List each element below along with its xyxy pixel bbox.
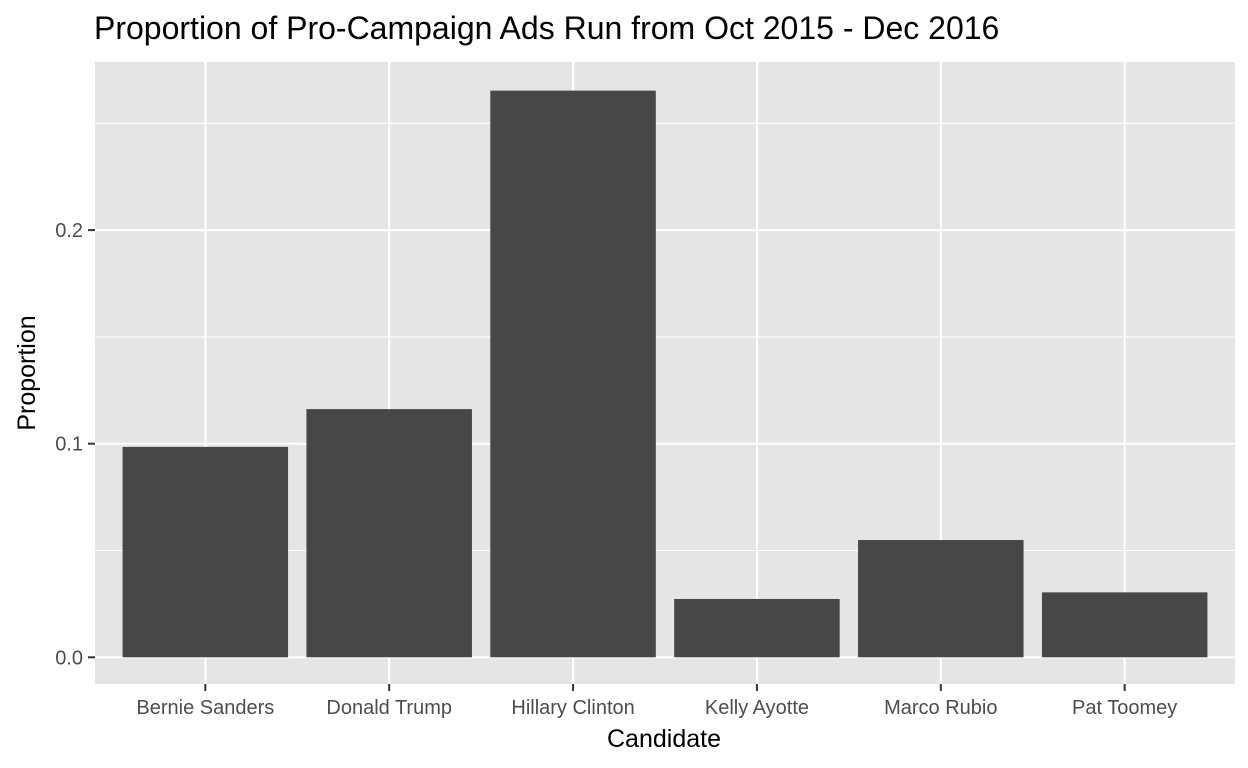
x-tick-label: Pat Toomey bbox=[1072, 697, 1177, 719]
bar bbox=[674, 598, 840, 658]
bar bbox=[858, 540, 1024, 658]
y-tick-label: 0.2 bbox=[55, 220, 83, 242]
bar bbox=[1041, 592, 1208, 658]
y-axis: 0.0 0.1 0.2 bbox=[55, 220, 95, 669]
bar bbox=[122, 446, 289, 658]
x-axis-title: Candidate bbox=[607, 725, 721, 753]
x-tick-label: Marco Rubio bbox=[884, 697, 997, 719]
x-tick-label: Bernie Sanders bbox=[136, 697, 274, 719]
x-tick-label: Kelly Ayotte bbox=[705, 697, 809, 719]
x-tick-label: Hillary Clinton bbox=[511, 697, 634, 719]
y-axis-title: Proportion bbox=[13, 315, 41, 430]
bar bbox=[306, 409, 472, 658]
x-axis: Bernie Sanders Donald Trump Hillary Clinto… bbox=[136, 684, 1177, 719]
x-tick-label: Donald Trump bbox=[326, 697, 452, 719]
y-tick-label: 0.1 bbox=[55, 434, 83, 456]
bars bbox=[122, 90, 1208, 658]
bar bbox=[490, 90, 656, 658]
y-tick-label: 0.0 bbox=[55, 647, 83, 669]
chart-title: Proportion of Pro-Campaign Ads Run from … bbox=[94, 10, 999, 46]
